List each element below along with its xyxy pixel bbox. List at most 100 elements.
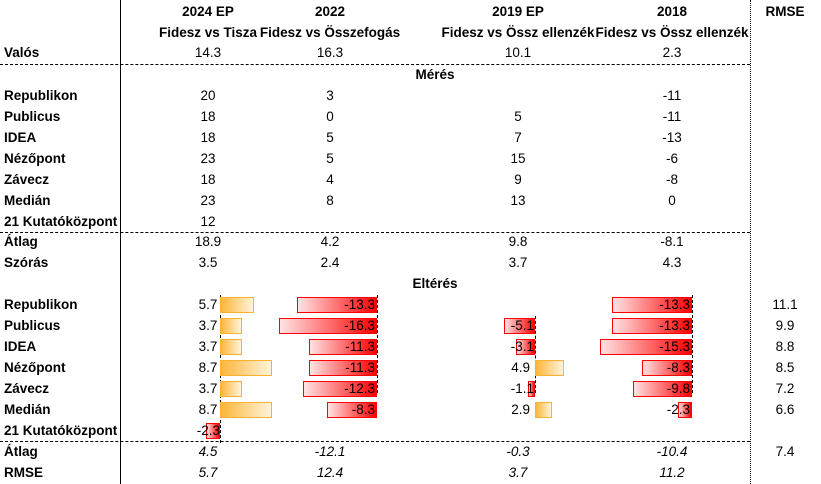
summary-value: 18.9 [194,234,222,249]
measurement-value: 12 [200,214,216,229]
row-label: Publicus [4,109,61,124]
bar-axis [535,316,536,393]
deviation-value: -12.3 [344,381,375,396]
negative-deviation-bar [600,339,692,355]
actual-value: 10.1 [504,45,532,60]
deviation-value: -8.3 [351,402,375,417]
negative-deviation-bar [206,423,220,439]
measurement-value: 8 [326,193,334,208]
negative-deviation-bar [303,381,377,397]
measurement-value: 3 [326,88,334,103]
negative-deviation-bar [612,297,692,313]
negative-deviation-bar [504,318,535,334]
column-year: 2019 EP [492,4,544,19]
rmse-value: 7.2 [775,381,795,396]
deviation-value: -8.3 [666,360,690,375]
deviation-value: -13.3 [659,297,690,312]
row-label: Publicus [4,318,61,333]
positive-deviation-bar [535,402,553,418]
bar-axis [377,295,378,393]
deviation-value: -2.3 [196,423,220,438]
measurement-value: 9 [514,172,522,187]
row-label: Átlag [4,444,38,459]
column-matchup: Fidesz vs Össz ellenzék [441,25,595,40]
section-divider [0,232,750,233]
deviation-value: -13.3 [344,297,375,312]
column-matchup: Fidesz vs Összefogás [259,25,401,40]
column-matchup: Fidesz vs Tisza [158,25,258,40]
measurement-value: 23 [200,151,216,166]
deviation-value: -9.8 [666,381,690,396]
negative-deviation-bar [309,339,377,355]
column-year: 2018 [656,4,688,19]
row-label: Nézőpont [4,151,66,166]
bar-axis [692,295,693,393]
deviation-value: 5.7 [198,297,218,312]
row-label: Závecz [4,381,50,396]
deviation-value: 2.9 [511,402,530,417]
negative-deviation-bar [279,318,377,334]
summary-value: 4.3 [662,255,682,270]
measurement-value: 20 [200,88,216,103]
row-label: 21 Kutatóközpont [4,423,118,438]
rmse-value: 7.4 [775,444,795,459]
measurement-value: -8 [665,172,679,187]
measurement-value: 4 [326,172,334,187]
summary-deviation-value: 4.5 [198,444,218,459]
row-label: Závecz [4,172,50,187]
measurement-value: 18 [200,109,216,124]
positive-deviation-bar [220,381,243,397]
deviation-value: 3.7 [198,381,218,396]
summary-deviation-value: 11.2 [659,465,685,480]
measurement-value: 7 [514,130,522,145]
rmse-value: 8.5 [775,360,795,375]
negative-deviation-bar [633,381,692,397]
summary-value: 3.5 [198,255,218,270]
deviation-value: 8.7 [198,402,218,417]
deviation-value: 3.7 [198,339,218,354]
negative-deviation-bar [612,318,692,334]
section-title-measurement: Mérés [415,67,455,82]
summary-deviation-value: 5.7 [198,465,218,480]
column-year: 2024 EP [182,4,234,19]
summary-deviation-value: -12.1 [314,444,346,459]
negative-deviation-bar [678,402,692,418]
section-title-deviation: Eltérés [412,276,458,291]
row-label: 21 Kutatóközpont [4,214,118,229]
row-label: Republikon [4,297,78,312]
measurement-value: -11 [662,109,682,124]
measurement-value: 5 [514,109,522,124]
negative-deviation-bar [327,402,377,418]
summary-value: 9.8 [508,234,528,249]
actual-value: 14.3 [194,45,222,60]
summary-value: -8.1 [660,234,684,249]
measurement-value: 18 [200,130,216,145]
positive-deviation-bar [220,360,273,376]
section-divider [0,441,750,442]
summary-deviation-value: -0.3 [506,444,530,459]
rmse-value: 6.6 [775,402,795,417]
row-label: Medián [4,402,51,417]
row-label: Valós [4,45,40,60]
measurement-value: 15 [510,151,526,166]
row-label: RMSE [4,465,44,480]
rmse-header: RMSE [765,4,805,19]
positive-deviation-bar [535,360,565,376]
actual-value: 16.3 [316,45,344,60]
deviation-value: -2.3 [666,402,690,417]
measurement-value: 5 [326,151,334,166]
positive-deviation-bar [220,339,243,355]
rmse-value: 8.8 [775,339,795,354]
measurement-value: -11 [662,88,682,103]
deviation-value: -11.3 [345,339,375,354]
deviation-value: 8.7 [198,360,218,375]
measurement-value: 0 [668,193,676,208]
column-year: 2022 [314,4,346,19]
column-matchup: Fidesz vs Össz ellenzék [595,25,749,40]
negative-deviation-bar [297,297,377,313]
deviation-value: -3.1 [510,339,534,354]
row-label: IDEA [4,130,37,145]
summary-value: 2.4 [320,255,340,270]
row-label: Republikon [4,88,78,103]
